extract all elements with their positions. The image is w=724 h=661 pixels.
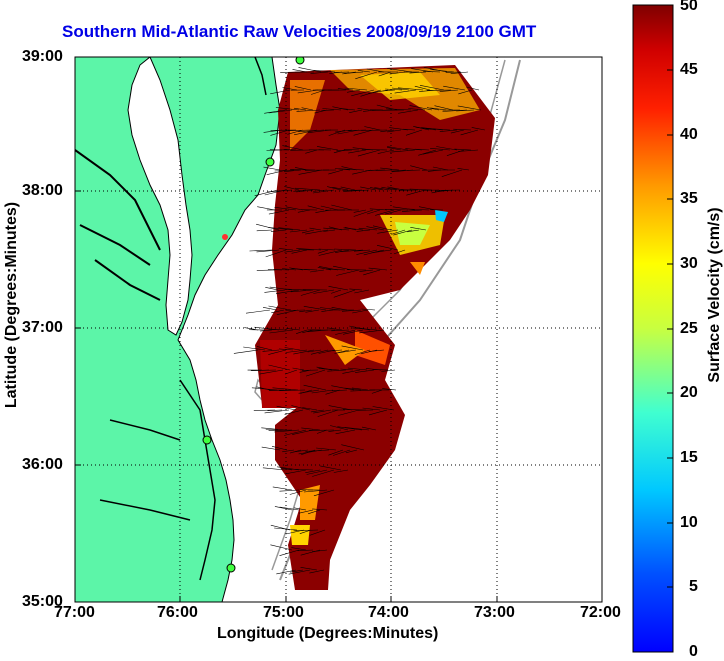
radar-station-inactive — [222, 234, 228, 240]
x-axis-label: Longitude (Degrees:Minutes) — [217, 625, 438, 643]
x-tick-label: 72:00 — [580, 604, 621, 622]
y-axis-label: Latitude (Degrees:Minutes) — [3, 190, 21, 420]
colorbar-tick-label: 50 — [680, 0, 698, 15]
colorbar-tick-label: 15 — [680, 449, 698, 467]
y-tick-label: 37:00 — [22, 319, 63, 337]
y-tick-label: 38:00 — [22, 182, 63, 200]
colorbar-tick-label: 40 — [680, 126, 698, 144]
x-tick-label: 75:00 — [263, 604, 304, 622]
radar-station — [203, 436, 211, 444]
radar-station — [266, 158, 274, 166]
colorbar-label: Surface Velocity (cm/s) — [706, 185, 724, 405]
y-tick-label: 39:00 — [22, 48, 63, 66]
x-tick-label: 73:00 — [474, 604, 515, 622]
y-tick-label: 36:00 — [22, 456, 63, 474]
colorbar-tick-label: 30 — [680, 255, 698, 273]
colorbar-tick-label: 0 — [689, 643, 698, 661]
radar-station — [227, 564, 235, 572]
colorbar-tick-label: 45 — [680, 61, 698, 79]
colorbar-tick-label: 10 — [680, 514, 698, 532]
x-tick-label: 77:00 — [54, 604, 95, 622]
colorbar-tick-label: 35 — [680, 190, 698, 208]
colorbar-tick-label: 25 — [680, 320, 698, 338]
x-tick-label: 76:00 — [157, 604, 198, 622]
colorbar-tick-label: 20 — [680, 384, 698, 402]
colorbar-tick-label: 5 — [689, 578, 698, 596]
x-tick-label: 74:00 — [368, 604, 409, 622]
